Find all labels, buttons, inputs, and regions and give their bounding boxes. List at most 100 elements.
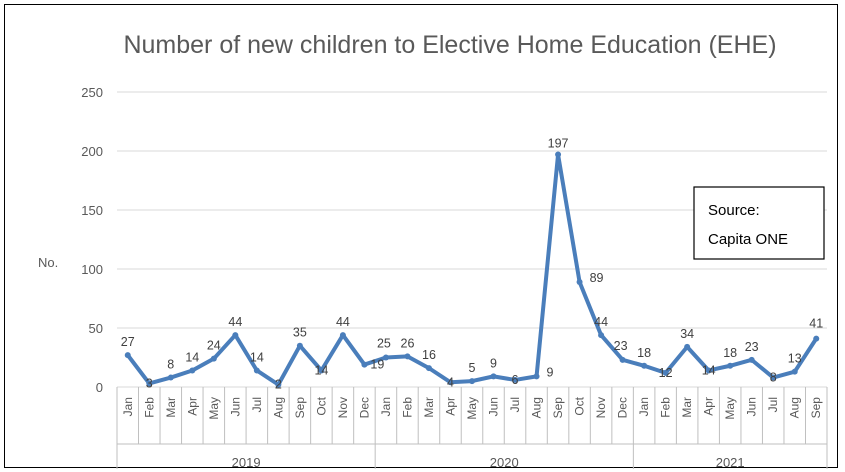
year-label: 2019 bbox=[232, 455, 261, 469]
x-tick-label: Aug bbox=[530, 397, 544, 418]
x-tick-label: Jul bbox=[766, 397, 780, 412]
data-point bbox=[253, 367, 260, 374]
data-label: 12 bbox=[659, 366, 673, 380]
x-tick-label: Oct bbox=[314, 396, 328, 415]
x-tick-label: Feb bbox=[142, 397, 156, 418]
x-tick-label: Sep bbox=[293, 397, 307, 419]
data-point bbox=[791, 368, 798, 375]
x-tick-label: Jun bbox=[228, 397, 242, 416]
data-label: 26 bbox=[401, 336, 415, 350]
data-label: 14 bbox=[185, 350, 199, 364]
x-tick-label: Apr bbox=[443, 397, 457, 416]
data-point bbox=[339, 332, 346, 339]
data-label: 9 bbox=[490, 356, 497, 370]
y-tick-label: 0 bbox=[96, 380, 103, 395]
x-tick-label: Apr bbox=[702, 397, 716, 416]
x-tick-label: Aug bbox=[271, 397, 285, 418]
x-tick-label: Jan bbox=[121, 397, 135, 416]
series-line bbox=[124, 151, 820, 388]
chart-frame: 0 50 100 150 200 250 27 3 8 14 24 44 14 2 35 14 44 19 25 2… bbox=[4, 4, 838, 469]
x-tick-label: May bbox=[723, 397, 737, 420]
year-label: 2020 bbox=[490, 455, 519, 469]
data-point bbox=[684, 343, 691, 350]
x-tick-label: Mar bbox=[422, 397, 436, 418]
data-label: 41 bbox=[809, 317, 823, 331]
data-label: 44 bbox=[228, 315, 242, 329]
data-point bbox=[598, 332, 605, 339]
data-label: 44 bbox=[594, 315, 608, 329]
data-point bbox=[748, 356, 755, 363]
data-label: 9 bbox=[547, 365, 554, 379]
y-tick-label: 250 bbox=[81, 85, 103, 100]
data-label: 6 bbox=[512, 373, 519, 387]
x-tick-label: Feb bbox=[400, 397, 414, 418]
data-point bbox=[770, 374, 777, 381]
data-point bbox=[146, 380, 153, 387]
data-label: 89 bbox=[590, 271, 604, 285]
y-axis-label: No. bbox=[38, 255, 58, 270]
x-tick-label: Jan bbox=[637, 397, 651, 416]
data-point bbox=[641, 362, 648, 369]
source-annotation: Source: Capita ONE bbox=[693, 186, 825, 260]
y-tick-label: 200 bbox=[81, 144, 103, 159]
x-tick-label: Dec bbox=[616, 397, 630, 418]
data-label: 27 bbox=[121, 335, 135, 349]
data-point bbox=[813, 335, 820, 342]
x-tick-labels: Jan Feb Mar Apr May Jun Jul Aug Sep Oct Nov Dec Jan F… bbox=[121, 396, 823, 419]
x-tick-label: Sep bbox=[551, 397, 565, 419]
data-label: 14 bbox=[702, 363, 716, 377]
data-label: 23 bbox=[614, 339, 628, 353]
data-label: 34 bbox=[680, 327, 694, 341]
data-label: 18 bbox=[637, 346, 651, 360]
x-axis bbox=[116, 387, 828, 469]
x-tick-label: Apr bbox=[185, 397, 199, 416]
data-point bbox=[727, 362, 734, 369]
data-label: 8 bbox=[770, 371, 777, 385]
data-point bbox=[662, 369, 669, 376]
data-point bbox=[404, 353, 411, 360]
data-label: 19 bbox=[370, 358, 384, 372]
data-point bbox=[382, 354, 389, 361]
x-tick-label: Mar bbox=[164, 397, 178, 418]
data-point bbox=[296, 342, 303, 349]
x-tick-label: Jul bbox=[508, 397, 522, 412]
x-tick-label: May bbox=[465, 397, 479, 420]
x-tick-label: Nov bbox=[336, 397, 350, 418]
data-point bbox=[490, 373, 497, 380]
data-label: 5 bbox=[469, 361, 476, 375]
y-tick-label: 50 bbox=[89, 321, 103, 336]
data-point bbox=[189, 367, 196, 374]
data-label: 35 bbox=[293, 326, 307, 340]
gridlines bbox=[117, 91, 827, 388]
data-label: 24 bbox=[207, 339, 221, 353]
y-tick-labels: 0 50 100 150 200 250 bbox=[81, 85, 103, 395]
data-point bbox=[576, 278, 583, 285]
x-tick-label: Jan bbox=[379, 397, 393, 416]
data-point bbox=[469, 378, 475, 385]
data-label: 23 bbox=[745, 340, 759, 354]
data-label: 14 bbox=[250, 350, 264, 364]
data-point bbox=[533, 373, 540, 380]
source-line-1: Source: bbox=[708, 202, 760, 219]
year-label: 2021 bbox=[716, 455, 745, 469]
data-point bbox=[167, 374, 174, 381]
year-labels: 2019 2020 2021 bbox=[232, 455, 745, 469]
data-label: 13 bbox=[788, 352, 802, 366]
source-line-2: Capita ONE bbox=[708, 231, 788, 248]
data-point bbox=[124, 352, 131, 359]
data-point bbox=[210, 355, 217, 362]
x-tick-label: Jul bbox=[250, 397, 264, 412]
data-point bbox=[512, 376, 519, 383]
data-point bbox=[318, 367, 325, 374]
data-label: 2 bbox=[275, 378, 282, 392]
x-tick-label: Sep bbox=[809, 397, 823, 419]
data-label: 25 bbox=[377, 337, 391, 351]
data-label: 14 bbox=[314, 363, 328, 377]
data-point bbox=[361, 361, 368, 368]
data-label: 18 bbox=[723, 346, 737, 360]
data-label: 4 bbox=[447, 375, 454, 389]
y-tick-label: 100 bbox=[81, 262, 103, 277]
data-point bbox=[555, 151, 562, 158]
data-point bbox=[425, 365, 432, 372]
